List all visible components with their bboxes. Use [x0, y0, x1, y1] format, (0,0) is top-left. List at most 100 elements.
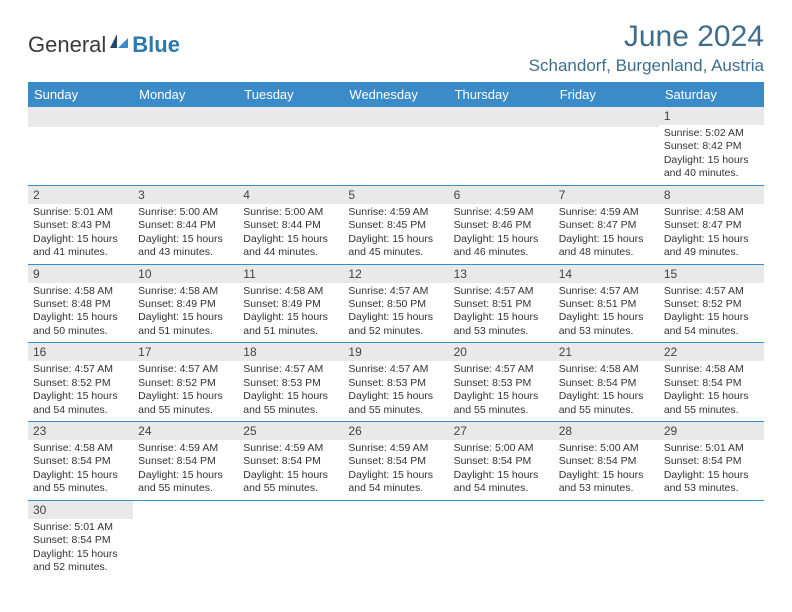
sunrise-text: Sunrise: 4:57 AM — [138, 363, 233, 376]
day-number: 14 — [554, 265, 659, 283]
sunrise-text: Sunrise: 4:59 AM — [559, 206, 654, 219]
sunrise-text: Sunrise: 4:59 AM — [348, 442, 443, 455]
day-number: 3 — [133, 186, 238, 204]
calendar-day-cell: 20Sunrise: 4:57 AMSunset: 8:53 PMDayligh… — [449, 343, 554, 422]
day-content: Sunrise: 4:57 AMSunset: 8:51 PMDaylight:… — [449, 283, 554, 343]
empty-day-header — [238, 107, 343, 127]
daylight-text: Daylight: 15 hours and 43 minutes. — [138, 233, 233, 260]
calendar-day-cell — [554, 107, 659, 185]
daylight-text: Daylight: 15 hours and 54 minutes. — [348, 469, 443, 496]
sunrise-text: Sunrise: 4:58 AM — [664, 206, 759, 219]
day-number: 10 — [133, 265, 238, 283]
month-title: June 2024 — [529, 20, 764, 54]
sunrise-text: Sunrise: 4:58 AM — [664, 363, 759, 376]
day-number: 1 — [659, 107, 764, 125]
sunrise-text: Sunrise: 4:58 AM — [243, 285, 338, 298]
calendar-week-row: 16Sunrise: 4:57 AMSunset: 8:52 PMDayligh… — [28, 343, 764, 422]
day-number: 2 — [28, 186, 133, 204]
calendar-day-cell: 4Sunrise: 5:00 AMSunset: 8:44 PMDaylight… — [238, 185, 343, 264]
calendar-day-cell: 23Sunrise: 4:58 AMSunset: 8:54 PMDayligh… — [28, 422, 133, 501]
sunset-text: Sunset: 8:44 PM — [138, 219, 233, 232]
calendar-day-cell — [449, 500, 554, 578]
calendar-day-cell: 16Sunrise: 4:57 AMSunset: 8:52 PMDayligh… — [28, 343, 133, 422]
day-content: Sunrise: 4:57 AMSunset: 8:53 PMDaylight:… — [343, 361, 448, 421]
sunset-text: Sunset: 8:53 PM — [454, 377, 549, 390]
day-number: 5 — [343, 186, 448, 204]
calendar-day-cell: 5Sunrise: 4:59 AMSunset: 8:45 PMDaylight… — [343, 185, 448, 264]
sunset-text: Sunset: 8:53 PM — [348, 377, 443, 390]
daylight-text: Daylight: 15 hours and 55 minutes. — [243, 390, 338, 417]
day-content: Sunrise: 4:58 AMSunset: 8:54 PMDaylight:… — [28, 440, 133, 500]
day-number: 11 — [238, 265, 343, 283]
sunset-text: Sunset: 8:54 PM — [138, 455, 233, 468]
day-number: 15 — [659, 265, 764, 283]
empty-day-header — [554, 107, 659, 127]
sunset-text: Sunset: 8:48 PM — [33, 298, 128, 311]
sunrise-text: Sunrise: 5:01 AM — [33, 521, 128, 534]
calendar-day-cell — [343, 500, 448, 578]
day-content: Sunrise: 4:57 AMSunset: 8:52 PMDaylight:… — [28, 361, 133, 421]
day-content: Sunrise: 4:59 AMSunset: 8:45 PMDaylight:… — [343, 204, 448, 264]
calendar-day-cell: 19Sunrise: 4:57 AMSunset: 8:53 PMDayligh… — [343, 343, 448, 422]
day-content: Sunrise: 4:58 AMSunset: 8:48 PMDaylight:… — [28, 283, 133, 343]
sunrise-text: Sunrise: 4:57 AM — [664, 285, 759, 298]
sunset-text: Sunset: 8:54 PM — [348, 455, 443, 468]
calendar-day-cell: 22Sunrise: 4:58 AMSunset: 8:54 PMDayligh… — [659, 343, 764, 422]
calendar-day-cell: 26 Sunrise: 4:59 AMSunset: 8:54 PMDayligh… — [343, 422, 448, 501]
sunrise-text: Sunrise: 4:58 AM — [33, 442, 128, 455]
daylight-text: Daylight: 15 hours and 55 minutes. — [243, 469, 338, 496]
daylight-text: Daylight: 15 hours and 55 minutes. — [138, 390, 233, 417]
day-number: 12 — [343, 265, 448, 283]
sunset-text: Sunset: 8:43 PM — [33, 219, 128, 232]
sunrise-text: Sunrise: 5:00 AM — [454, 442, 549, 455]
weekday-header: Thursday — [449, 82, 554, 107]
sunrise-text: Sunrise: 4:57 AM — [33, 363, 128, 376]
day-number: 26 — [343, 422, 448, 440]
daylight-text: Daylight: 15 hours and 52 minutes. — [348, 311, 443, 338]
daylight-text: Daylight: 15 hours and 53 minutes. — [559, 311, 654, 338]
sunset-text: Sunset: 8:51 PM — [559, 298, 654, 311]
daylight-text: Daylight: 15 hours and 55 minutes. — [454, 390, 549, 417]
sunrise-text: Sunrise: 4:59 AM — [454, 206, 549, 219]
daylight-text: Daylight: 15 hours and 53 minutes. — [664, 469, 759, 496]
day-content: Sunrise: 4:59 AMSunset: 8:54 PMDaylight:… — [133, 440, 238, 500]
calendar-day-cell: 2Sunrise: 5:01 AMSunset: 8:43 PMDaylight… — [28, 185, 133, 264]
sunrise-text: Sunrise: 4:57 AM — [243, 363, 338, 376]
sunset-text: Sunset: 8:51 PM — [454, 298, 549, 311]
sunrise-text: Sunrise: 4:57 AM — [454, 285, 549, 298]
day-content: Sunrise: 5:02 AMSunset: 8:42 PMDaylight:… — [659, 125, 764, 185]
brand-name-2: Blue — [132, 32, 180, 58]
daylight-text: Daylight: 15 hours and 53 minutes. — [454, 311, 549, 338]
empty-day-header — [449, 107, 554, 127]
daylight-text: Daylight: 15 hours and 50 minutes. — [33, 311, 128, 338]
sunrise-text: Sunrise: 4:58 AM — [138, 285, 233, 298]
day-number: 9 — [28, 265, 133, 283]
day-number: 24 — [133, 422, 238, 440]
sunrise-text: Sunrise: 4:57 AM — [454, 363, 549, 376]
sunset-text: Sunset: 8:52 PM — [138, 377, 233, 390]
day-content: Sunrise: 4:57 AMSunset: 8:52 PMDaylight:… — [133, 361, 238, 421]
day-content: Sunrise: 4:58 AMSunset: 8:54 PMDaylight:… — [659, 361, 764, 421]
day-number: 23 — [28, 422, 133, 440]
calendar-week-row: 9Sunrise: 4:58 AMSunset: 8:48 PMDaylight… — [28, 264, 764, 343]
daylight-text: Daylight: 15 hours and 49 minutes. — [664, 233, 759, 260]
calendar-day-cell: 29Sunrise: 5:01 AMSunset: 8:54 PMDayligh… — [659, 422, 764, 501]
weekday-header: Sunday — [28, 82, 133, 107]
daylight-text: Daylight: 15 hours and 55 minutes. — [348, 390, 443, 417]
daylight-text: Daylight: 15 hours and 51 minutes. — [243, 311, 338, 338]
empty-day-header — [343, 107, 448, 127]
sunset-text: Sunset: 8:44 PM — [243, 219, 338, 232]
weekday-header: Wednesday — [343, 82, 448, 107]
daylight-text: Daylight: 15 hours and 54 minutes. — [33, 390, 128, 417]
day-number: 22 — [659, 343, 764, 361]
calendar-week-row: 30Sunrise: 5:01 AMSunset: 8:54 PMDayligh… — [28, 500, 764, 578]
sunrise-text: Sunrise: 5:01 AM — [33, 206, 128, 219]
daylight-text: Daylight: 15 hours and 52 minutes. — [33, 548, 128, 575]
calendar-day-cell: 1Sunrise: 5:02 AMSunset: 8:42 PMDaylight… — [659, 107, 764, 185]
calendar-day-cell — [238, 500, 343, 578]
day-content: Sunrise: 4:57 AMSunset: 8:52 PMDaylight:… — [659, 283, 764, 343]
sunrise-text: Sunrise: 5:00 AM — [559, 442, 654, 455]
sunrise-text: Sunrise: 4:59 AM — [348, 206, 443, 219]
day-number: 28 — [554, 422, 659, 440]
weekday-header-row: Sunday Monday Tuesday Wednesday Thursday… — [28, 82, 764, 107]
